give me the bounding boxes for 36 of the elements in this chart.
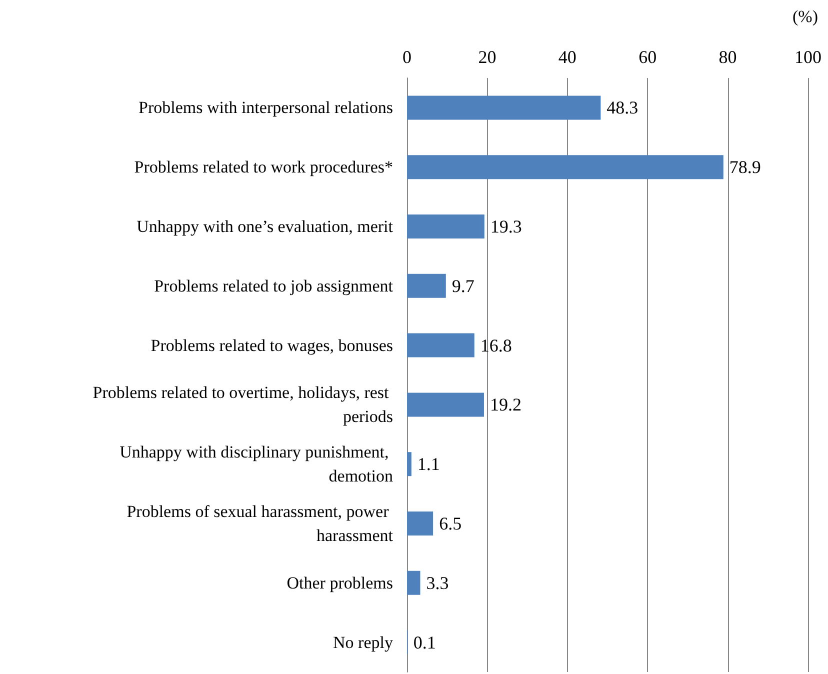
y-tick-label: Problems related to wages, bonuses: [150, 336, 393, 355]
x-tick-label: 60: [638, 47, 657, 67]
y-tick-label: Other problems: [286, 573, 393, 592]
data-label: 3.3: [426, 572, 449, 593]
x-axis-title: (%): [792, 7, 818, 26]
bar: [407, 333, 474, 358]
data-label: 19.2: [490, 394, 522, 415]
bar: [407, 512, 434, 536]
y-tick-label: No reply: [333, 632, 394, 652]
data-label: 78.9: [729, 157, 761, 178]
bar: [407, 214, 484, 238]
bar: [407, 155, 724, 180]
bar: [407, 96, 601, 120]
y-tick-label: Problems with interpersonal relations: [138, 98, 393, 118]
bar: [407, 274, 446, 298]
bar: [407, 570, 420, 595]
y-tick-label: Unhappy with one’s evaluation, merit: [136, 217, 394, 236]
x-tick-label: 20: [478, 47, 496, 67]
y-tick-label: Problems related to work procedures*: [134, 158, 393, 177]
data-label: 9.7: [452, 276, 474, 296]
data-label: 0.1: [413, 632, 436, 652]
x-tick-label: 80: [718, 47, 737, 67]
x-tick-label: 40: [558, 47, 576, 67]
y-tick-label: Problems related to overtime, holidays, rest periods: [92, 383, 393, 426]
y-tick-label: Problems of sexual harassment, power harassment: [126, 502, 394, 545]
data-label: 6.5: [439, 514, 462, 534]
x-tick-label: 100: [794, 47, 822, 67]
y-tick-label: Unhappy with disciplinary punishment, demotion: [120, 442, 394, 486]
y-tick-label: Problems related to job assignment: [154, 276, 394, 296]
data-label: 48.3: [606, 98, 638, 118]
x-tick-label: 0: [402, 47, 412, 67]
bar: [407, 392, 484, 417]
data-label: 1.1: [417, 454, 440, 474]
data-label: 19.3: [490, 216, 522, 236]
data-label: 16.8: [480, 335, 512, 356]
bar: [407, 452, 412, 476]
